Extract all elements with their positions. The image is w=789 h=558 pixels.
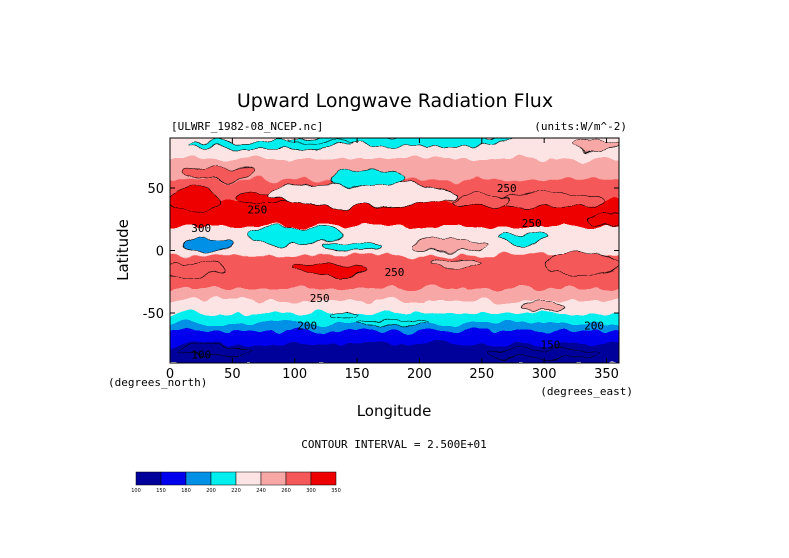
y-tick-label-0: -50 — [143, 307, 164, 322]
x-tick-label-1: 50 — [224, 367, 241, 382]
x-tick-label-3: 150 — [345, 367, 370, 382]
flux-band-6 — [170, 254, 619, 293]
flux-region-3 — [182, 166, 258, 180]
contour-label-9: 300 — [191, 222, 211, 235]
legend-level-0: 100 — [131, 488, 141, 494]
legend-swatch-5 — [260, 471, 287, 486]
contour-label-1: 250 — [522, 217, 542, 230]
flux-region-15 — [412, 237, 489, 251]
y-units-label: (degrees_north) — [108, 376, 207, 389]
contour-label-8: 250 — [247, 203, 267, 216]
flux-region-10 — [331, 168, 408, 188]
legend-swatch-1 — [160, 471, 187, 486]
chart-title: Upward Longwave Radiation Flux — [237, 90, 553, 112]
legend-swatch-2 — [185, 471, 212, 486]
contour-label-3: 250 — [310, 292, 330, 305]
y-axis-label: Latitude — [114, 219, 132, 281]
x-tick-label-7: 350 — [594, 367, 619, 382]
flux-region-13 — [319, 242, 383, 251]
flux-band-5 — [170, 241, 619, 259]
flux-region-14 — [500, 231, 551, 245]
legend-level-4: 220 — [231, 488, 241, 494]
legend-level-6: 260 — [281, 488, 291, 494]
x-tick-label-2: 100 — [282, 367, 307, 382]
contour-interval: CONTOUR INTERVAL = 2.500E+01 — [301, 438, 486, 451]
legend-swatch-7 — [310, 471, 337, 486]
flux-region-20 — [518, 301, 570, 313]
flux-band-10 — [170, 323, 619, 335]
flux-region-1 — [188, 141, 352, 150]
flux-region-6 — [493, 192, 607, 209]
flux-region-8 — [453, 193, 511, 208]
x-axis-label: Longitude — [357, 402, 432, 420]
flux-band-7 — [170, 288, 619, 305]
contour-label-0: 250 — [497, 182, 517, 195]
contour-label-2: 250 — [385, 266, 405, 279]
flux-region-19 — [431, 257, 483, 269]
legend-swatch-0 — [135, 471, 162, 486]
legend-level-7: 300 — [306, 488, 316, 494]
flux-region-16 — [170, 261, 227, 278]
flux-band-8 — [170, 301, 619, 318]
color-legend: 100 150 180 200 220 240 260 300 350 — [131, 471, 341, 494]
legend-level-3: 200 — [206, 488, 216, 494]
flux-region-11 — [244, 226, 345, 245]
flux-region-12 — [182, 237, 233, 251]
flux-region-23 — [175, 345, 252, 356]
flux-band-12 — [170, 343, 619, 363]
flux-region-7 — [587, 212, 619, 226]
x-tick-label-6: 300 — [532, 367, 557, 382]
plot-area — [170, 138, 619, 363]
contour-label-6: 100 — [191, 348, 211, 361]
legend-level-2: 180 — [181, 488, 191, 494]
y-tick-label-2: 50 — [147, 182, 164, 197]
legend-level-5: 240 — [256, 488, 266, 494]
dataset-label: [ULWRF_1982-08_NCEP.nc] — [171, 120, 323, 133]
flux-region-0 — [288, 138, 514, 146]
contour-label-7: 150 — [540, 338, 560, 351]
x-tick-label-4: 200 — [407, 367, 432, 382]
flux-region-21 — [331, 312, 358, 319]
y-tick-label-1: 0 — [156, 245, 164, 260]
legend-level-1: 150 — [156, 488, 166, 494]
legend-swatch-6 — [285, 471, 312, 486]
units-label: (units:W/m^-2) — [534, 120, 627, 133]
legend-swatch-3 — [210, 471, 237, 486]
flux-band-11 — [170, 331, 619, 348]
flux-region-17 — [294, 263, 370, 275]
x-tick-label-5: 250 — [469, 367, 494, 382]
flux-region-4 — [170, 187, 221, 214]
legend-level-8: 350 — [331, 488, 341, 494]
x-units-label: (degrees_east) — [540, 385, 633, 398]
contour-label-4: 200 — [297, 320, 317, 333]
flux-region-18 — [543, 251, 619, 275]
flux-region-2 — [568, 140, 619, 151]
flux-region-22 — [356, 320, 433, 326]
contour-label-5: 200 — [584, 320, 604, 333]
x-tick-label-0: 0 — [166, 367, 174, 382]
legend-swatch-4 — [235, 471, 262, 486]
